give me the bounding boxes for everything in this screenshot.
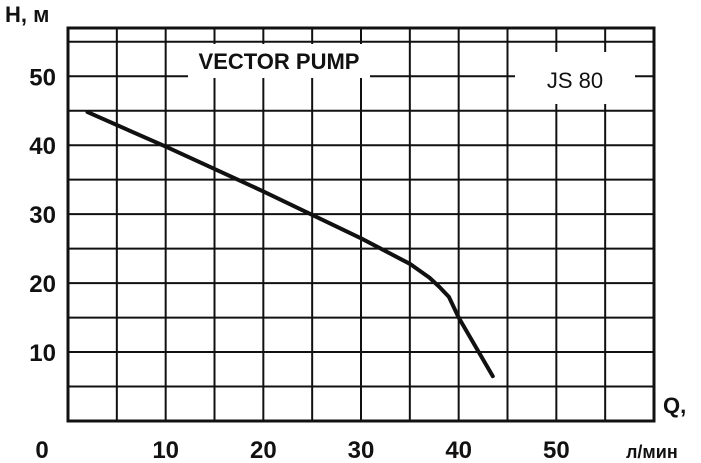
y-tick-label: 30 <box>29 202 56 229</box>
x-tick-label: 30 <box>348 437 375 463</box>
y-tick-label: 40 <box>29 133 56 160</box>
model-label: JS 80 <box>547 68 603 93</box>
y-tick-label: 20 <box>29 271 56 298</box>
y-tick-label: 10 <box>29 340 56 367</box>
series-line <box>85 110 495 379</box>
y-tick-labels: 10 20 30 40 50 <box>29 64 56 367</box>
x-tick-label: 20 <box>250 437 277 463</box>
x-axis-label: Q, <box>663 393 686 418</box>
origin-label: 0 <box>35 437 48 463</box>
x-tick-label: 50 <box>543 437 570 463</box>
x-tick-labels: 10 20 30 40 50 <box>152 437 569 463</box>
x-axis-unit: л/мин <box>626 442 678 462</box>
plot-frame <box>66 26 656 423</box>
x-tick-label: 10 <box>152 437 179 463</box>
model-label-background <box>515 52 635 104</box>
y-axis-label: H, м <box>5 2 49 27</box>
x-tick-label: 40 <box>445 437 472 463</box>
chart-title: VECTOR PUMP <box>199 49 360 74</box>
title-background <box>188 44 370 78</box>
y-tick-label: 50 <box>29 64 56 91</box>
grid <box>68 28 654 421</box>
